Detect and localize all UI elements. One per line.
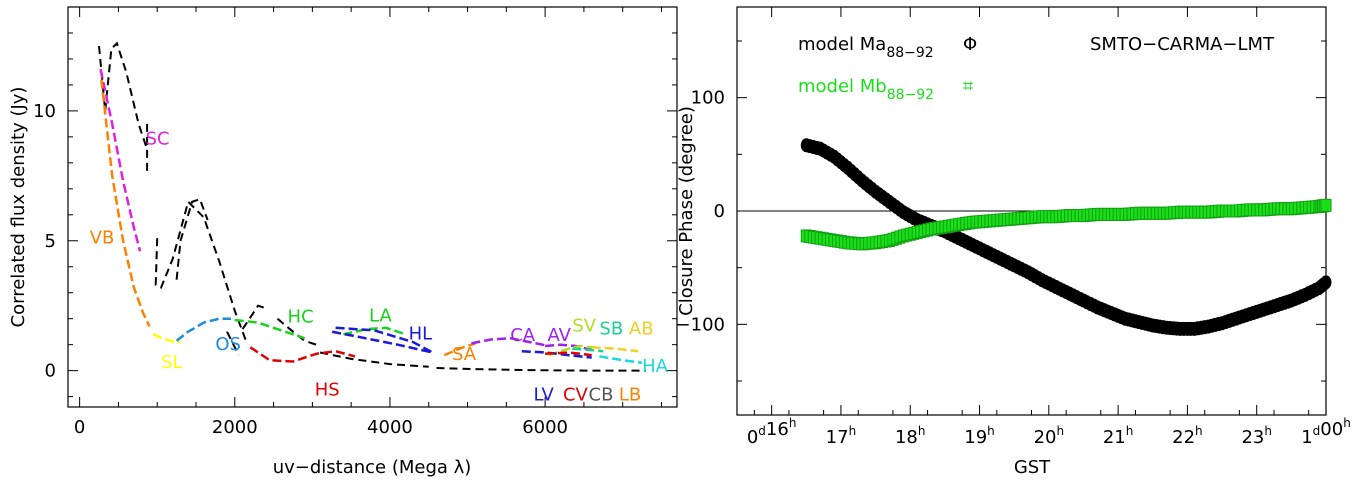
baseline-label-os: OS [215,334,241,355]
baseline-label-hl: HL [409,323,433,344]
baseline-label-sl: SL [161,352,182,373]
baseline-label-ab: AB [629,318,654,339]
legend-marker-symbol: ⌗ [963,76,973,97]
baseline-curve-cv [545,351,592,357]
right-x-tick-label: 18h [895,424,926,448]
baseline-curve-ha [599,355,643,365]
right-x-tick-label: 0d16h [747,416,797,448]
series-mb-marker [1320,198,1332,212]
left-y-tick-label: 10 [33,101,56,122]
baseline-label-cb: CB [589,385,614,406]
left-x-tick-label: 2000 [212,417,258,438]
baseline-curve-ab [591,346,639,353]
baseline-triangle-annotation: SMTO−CARMA−LMT [1090,34,1275,55]
right-x-tick-label: 23h [1241,424,1272,448]
black-visibility-curve [319,351,429,368]
baseline-label-sv: SV [572,316,596,337]
baseline-curve-sa [443,342,476,357]
right-axis-ticks: −100 0 100 0d16h 17h 18h 19h 20h 21h 22h 23h 1d00h [676,7,1351,448]
legend-entry-label: model Mb88−92 [798,76,934,103]
right-x-tick-label: 20h [1034,424,1065,448]
right-y-tick-label: 100 [691,88,725,109]
left-baseline-labels: SC VB SL OS HC HS LA HL SA CA AV SV SB AB HA LV CV CB LB [90,129,669,406]
baseline-label-lv: LV [533,385,554,406]
baseline-label-hc: HC [288,307,314,328]
baseline-label-la: LA [369,305,392,326]
baseline-curve-hc [234,318,305,340]
baseline-label-sc: SC [146,129,170,150]
baseline-label-sa: SA [452,344,477,365]
baseline-curve-av [544,343,593,352]
left-y-tick-label: 5 [45,231,56,252]
left-x-tick-label: 0 [74,417,85,438]
baseline-curve-vb [100,79,151,328]
baseline-label-ha: HA [642,356,669,377]
baseline-curve-hl [331,326,434,354]
baseline-label-hs: HS [315,379,340,400]
legend-marker-symbol: Φ [963,34,977,55]
baseline-curve-la [343,326,406,336]
right-y-axis-label: Closure Phase (degree) [676,106,697,316]
left-plot-frame [67,6,678,408]
right-x-tick-label: 17h [826,424,857,448]
baseline-label-sb: SB [599,318,623,339]
legend-entry-label: model Ma88−92 [798,34,934,61]
left-x-axis-label: uv−distance (Mega λ) [273,457,472,478]
baseline-curve-sl [152,333,181,344]
baseline-curve-os [175,317,231,342]
right-x-axis-label: GST [1014,457,1051,478]
baseline-curve-sc [99,69,142,252]
right-y-tick-label: −100 [676,314,725,335]
right-y-tick-label: 0 [714,201,725,222]
baseline-curve-hs [249,346,356,363]
right-scatter-series [800,138,1332,336]
baseline-label-vb: VB [90,227,115,248]
black-visibility-curve [241,304,267,330]
left-x-tick-label: 6000 [522,417,568,438]
baseline-label-av: AV [547,325,571,346]
right-x-tick-label: 22h [1172,424,1203,448]
left-y-axis-label: Correlated flux density (Jy) [8,87,29,328]
right-x-tick-label: 19h [964,424,995,448]
black-visibility-curve [175,197,209,280]
black-visibility-curve [154,199,248,343]
left-axis-ticks: 0 2000 4000 6000 0 5 10 [33,7,677,438]
series-ma-marker [1320,275,1332,290]
baseline-curve-sv [548,344,592,357]
black-visibility-curve [436,367,646,372]
baseline-curve-ca [471,336,550,348]
left-chart-panel: 0 2000 4000 6000 0 5 10 SC VB SL OS HC HS LA HL SA CA AV… [8,6,678,478]
black-visibility-curve [226,331,240,356]
left-y-tick-label: 0 [45,361,56,382]
baseline-curve-lv [521,349,592,359]
left-baseline-curves [99,69,643,365]
baseline-label-ca: CA [510,325,536,346]
baseline-label-cv: CV [563,385,589,406]
baseline-curve-sb [572,347,604,353]
left-x-tick-label: 4000 [367,417,413,438]
baseline-label-lb: LB [619,385,641,406]
right-x-tick-label: 21h [1103,424,1134,448]
right-x-tick-label: 1d00h [1301,416,1351,448]
